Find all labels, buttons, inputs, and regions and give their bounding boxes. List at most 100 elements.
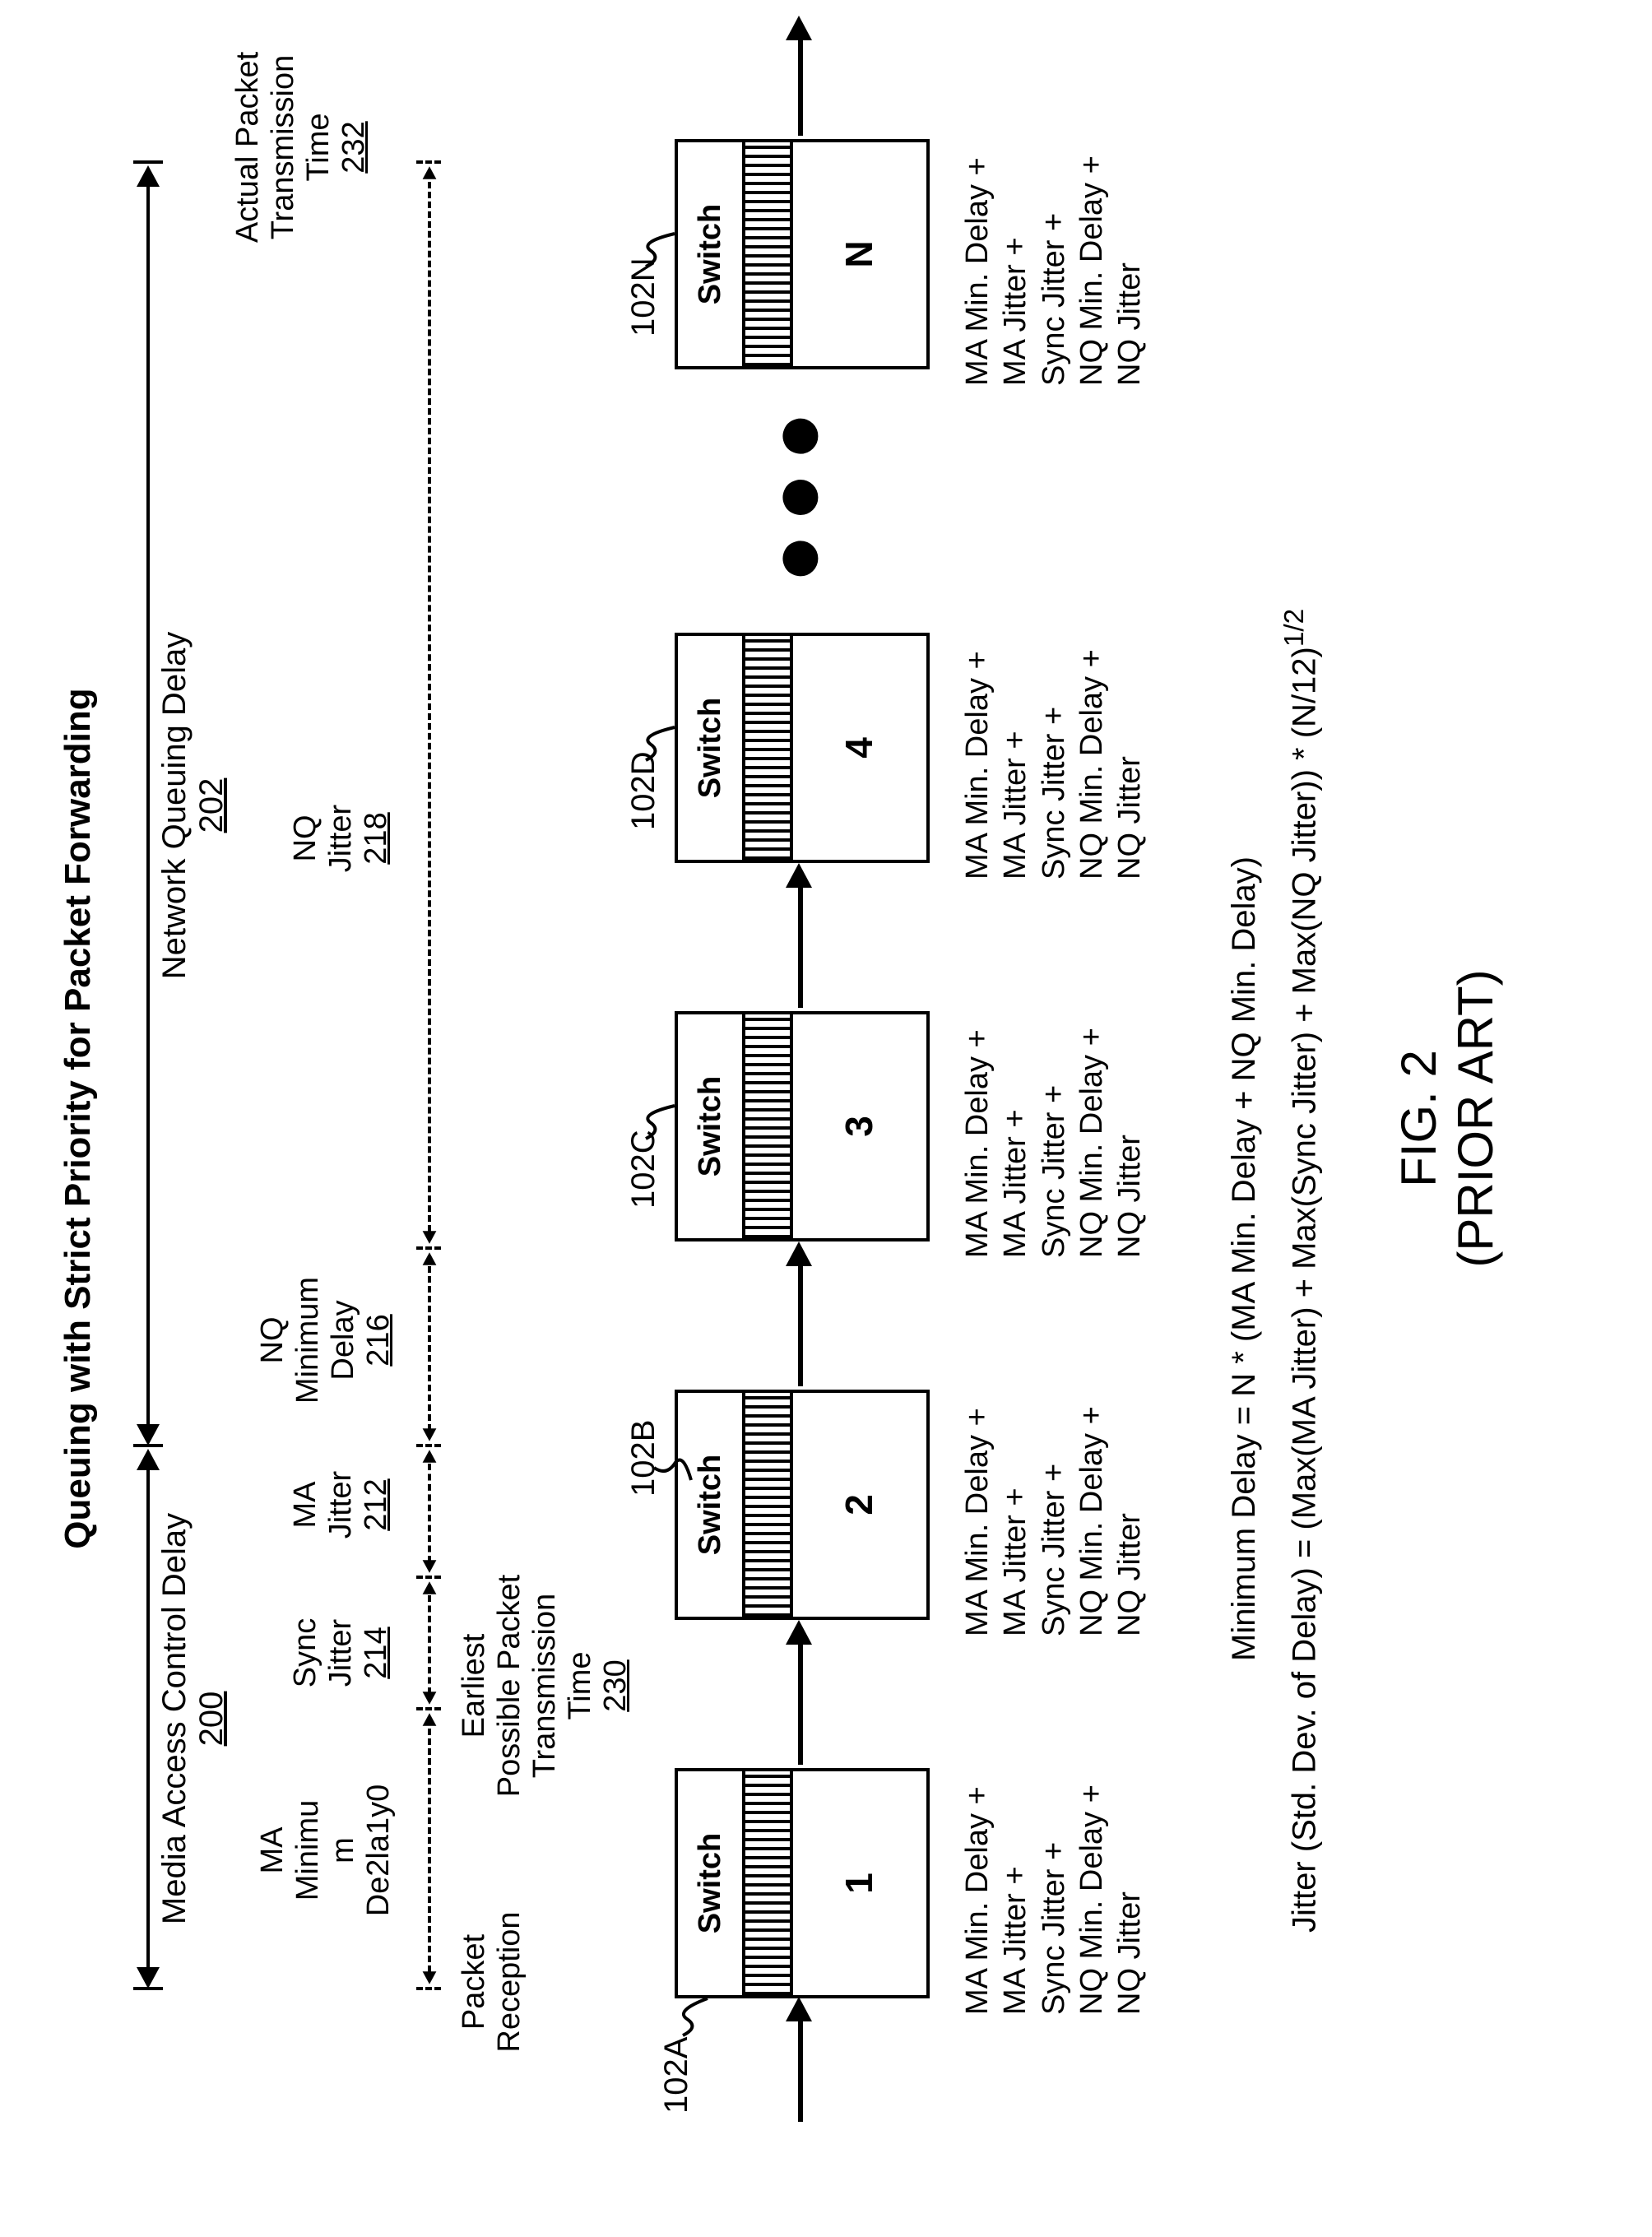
switch-box: Switch 2	[675, 1390, 930, 1620]
line: NQ Min. Delay +	[1074, 1784, 1109, 2015]
figure-label: FIG. 2 (PRIOR ART)	[1390, 0, 1504, 2237]
line: MA Min. Delay +	[960, 651, 995, 879]
dash-seg	[428, 1729, 431, 1972]
line: MA Jitter +	[998, 237, 1032, 386]
ma-min-label: MA Minimu m De2la1y0	[255, 1727, 397, 1974]
line: NQ Jitter	[1112, 1135, 1147, 1258]
switch-title: Switch	[678, 1771, 742, 1995]
line: NQ Min. Delay +	[1074, 155, 1109, 386]
arrow-right-icon	[786, 16, 812, 40]
hatch-pattern	[742, 1393, 793, 1617]
leader-line-icon	[650, 1439, 699, 1488]
label-text: Media Access Control Delay	[156, 1513, 193, 1924]
switch-num: 3	[793, 1014, 925, 1238]
line: NQ Jitter	[1112, 756, 1147, 879]
dash-tick	[416, 1444, 441, 1447]
line: MA Jitter +	[998, 1109, 1032, 1258]
eqn-sup: 1/2	[1279, 609, 1310, 647]
ref: 230	[598, 1659, 633, 1711]
eqn-text: Jitter (Std. Dev. of Delay) = (Max(MA Ji…	[1286, 647, 1322, 1933]
conn	[798, 884, 803, 1008]
dash-tick	[416, 1707, 441, 1710]
dash-seg	[428, 1266, 431, 1431]
arrow-right-icon	[423, 1581, 437, 1594]
leader-line-icon	[642, 715, 691, 764]
switch-title: Switch	[678, 1393, 742, 1617]
switch-delay-text: MA Min. Delay + MA Jitter + Sync Jitter …	[958, 986, 1149, 1258]
line: MA Min. Delay +	[960, 1408, 995, 1636]
text: NQ	[255, 1317, 290, 1364]
arrow-right-icon	[423, 1450, 437, 1463]
arrow-right-icon	[423, 1713, 437, 1726]
leader-line-icon	[642, 1093, 691, 1143]
line: MA Min. Delay +	[960, 1786, 995, 2015]
dash-tick	[416, 1987, 441, 1990]
ellipsis-icon: ●●●	[749, 400, 843, 583]
switch-delay-text: MA Min. Delay + MA Jitter + Sync Jitter …	[958, 1365, 1149, 1636]
dash-seg	[428, 1464, 431, 1562]
text: Packet	[457, 1934, 491, 2030]
arrow-left-icon	[423, 1560, 437, 1573]
ref: 218	[359, 812, 393, 864]
arrow-left-icon	[423, 1692, 437, 1705]
text: Sync	[288, 1618, 323, 1687]
equation-jitter: Jitter (Std. Dev. of Delay) = (Max(MA Ji…	[1279, 609, 1323, 1933]
text: MA	[288, 1482, 323, 1529]
text: Transmission	[527, 1594, 562, 1779]
diagram-title: Queuing with Strict Priority for Packet …	[58, 0, 99, 2237]
ref: 214	[359, 1627, 393, 1678]
text: De2la1y0	[361, 1784, 396, 1917]
dash-seg	[428, 1595, 431, 1694]
switch-num: N	[793, 142, 925, 366]
dash-tick	[416, 1576, 441, 1579]
dash-tick	[416, 160, 441, 164]
switch-box: Switch 3	[675, 1011, 930, 1241]
equation-min-delay: Minimum Delay = N * (MA Min. Delay + NQ …	[1226, 856, 1263, 1661]
switch-box: Switch 1	[675, 1768, 930, 1998]
text: Time	[301, 113, 336, 181]
label-ref: 202	[193, 778, 230, 833]
line: Sync Jitter +	[1037, 707, 1071, 879]
fig-num: FIG. 2	[1391, 1050, 1446, 1187]
conn-out	[798, 37, 803, 136]
arrow-right-icon	[786, 1620, 812, 1645]
line: NQ Min. Delay +	[1074, 649, 1109, 879]
line: MA Jitter +	[998, 1487, 1032, 1636]
line: Sync Jitter +	[1037, 213, 1071, 386]
text: Time	[563, 1651, 597, 1720]
ma-jitter-label: MA Jitter 212	[288, 1422, 394, 1587]
ref: 212	[359, 1478, 393, 1530]
ref: 216	[361, 1314, 396, 1366]
ref: 232	[336, 121, 371, 173]
text: MA	[255, 1827, 290, 1874]
arrow-left-icon	[423, 1428, 437, 1441]
arrow-right-icon	[786, 863, 812, 888]
switch-num: 4	[793, 636, 925, 860]
arrow-left-icon	[423, 1971, 437, 1984]
line: Sync Jitter +	[1037, 1464, 1071, 1636]
leader-line-icon	[642, 221, 691, 271]
ref-102a: 102A	[658, 2037, 695, 2114]
hatch-pattern	[742, 1771, 793, 1995]
switch-num: 1	[793, 1771, 925, 1995]
leader-line-icon	[675, 1990, 724, 2040]
line: NQ Min. Delay +	[1074, 1406, 1109, 1636]
mac-delay-label: Media Access Control Delay 200	[156, 1447, 230, 1990]
dash-tick	[416, 1246, 441, 1250]
switch-num: 2	[793, 1393, 925, 1617]
fig-sub: (PRIOR ART)	[1448, 969, 1503, 1267]
dash-seg	[428, 182, 431, 1232]
label-text: Network Queuing Delay	[156, 632, 193, 979]
text: Jitter	[323, 1619, 358, 1687]
arrow-left-icon	[423, 1231, 437, 1244]
hatch-pattern	[742, 142, 793, 366]
text: Actual Packet	[230, 52, 265, 243]
earliest-tx-label: Earliest Possible Packet Transmission Ti…	[457, 1546, 633, 1826]
arrow-right-icon	[423, 166, 437, 179]
text: Transmission	[266, 55, 300, 240]
line: NQ Jitter	[1112, 1513, 1147, 1636]
nq-delay-span	[146, 185, 150, 1426]
label-ref: 200	[193, 1692, 230, 1747]
nq-jitter-label: NQ Jitter 218	[288, 674, 394, 1003]
line: MA Min. Delay +	[960, 157, 995, 386]
